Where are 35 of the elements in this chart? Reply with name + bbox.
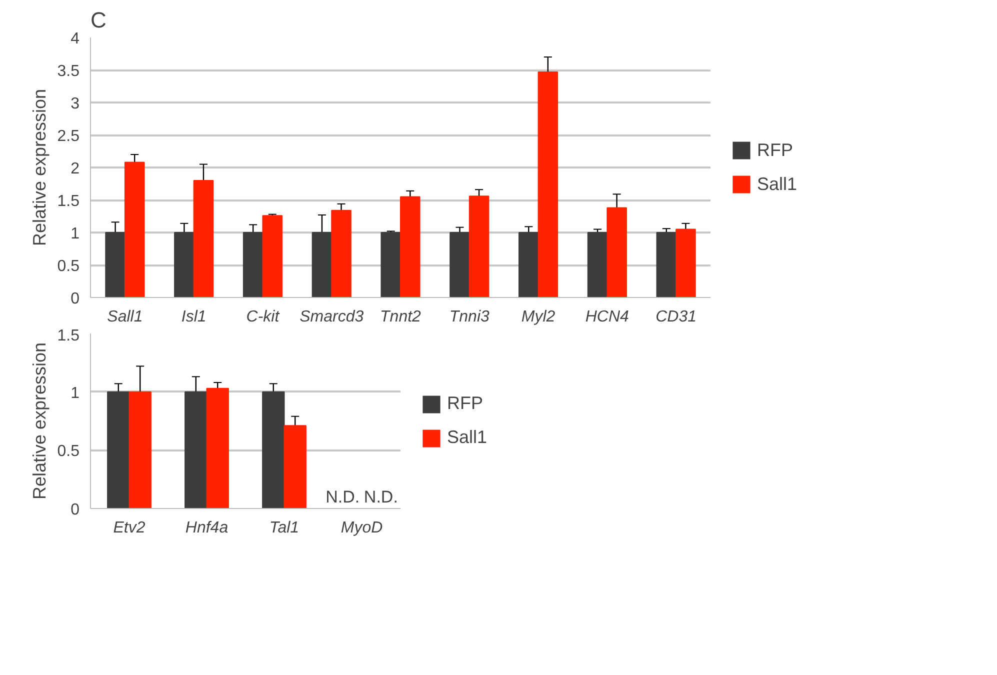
x-tick-label: Myl2	[521, 308, 556, 326]
y-tick-label: 1.5	[57, 328, 80, 344]
y-tick-label: 2.5	[57, 128, 80, 145]
chart-title: C	[90, 8, 106, 32]
y-tick-label: 1	[70, 384, 80, 402]
y-tick-label: 0	[70, 502, 80, 518]
legend-label: Sall1	[447, 427, 488, 448]
x-tick-label: Sall1	[107, 308, 143, 326]
y-tick-label: 1.5	[57, 193, 80, 210]
x-tick-label: Etv2	[113, 520, 146, 536]
x-tick-label: CD31	[656, 308, 697, 326]
y-tick-label: 2	[70, 160, 80, 178]
annotation: N.D.	[326, 488, 360, 506]
x-tick-label: Tal1	[269, 520, 300, 536]
legend-label: RFP	[447, 393, 483, 414]
x-tick-label: MyoD	[340, 520, 384, 536]
y-tick-label: 4	[70, 30, 80, 48]
y-tick-label: 0	[70, 290, 80, 308]
x-tick-label: Smarcd3	[300, 308, 364, 326]
y-tick-label: 0.5	[57, 258, 80, 275]
x-tick-label: Tnni3	[449, 308, 490, 326]
x-tick-label: HCN4	[585, 308, 630, 326]
y-tick-label: 3.5	[57, 63, 80, 80]
y-tick-label: 0.5	[57, 443, 80, 460]
legend-label: RFP	[757, 140, 793, 160]
y-axis-title: Relative expression	[29, 342, 50, 500]
y-tick-label: 3	[70, 96, 80, 112]
annotation: N.D.	[364, 488, 398, 506]
y-axis-title: Relative expression	[29, 88, 50, 246]
y-tick-label: 1	[70, 226, 80, 242]
x-tick-label: Tnnt2	[380, 308, 422, 326]
legend-label: Sall1	[757, 174, 798, 194]
x-tick-label: Isl1	[181, 308, 206, 326]
x-tick-label: Hnf4a	[185, 520, 228, 536]
x-tick-label: C-kit	[246, 308, 280, 326]
